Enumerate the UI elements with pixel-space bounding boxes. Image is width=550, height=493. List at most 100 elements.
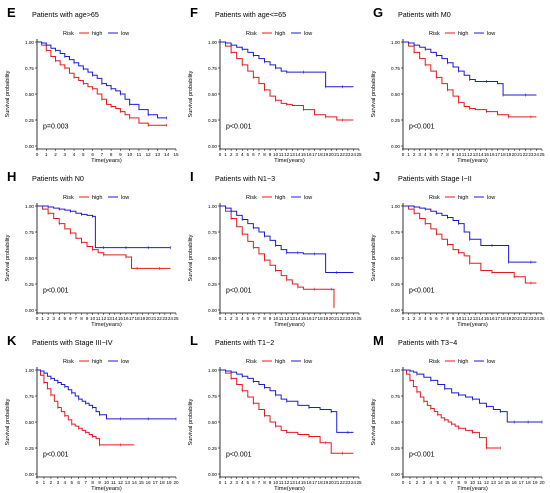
- x-tick-label: 7: [441, 316, 444, 321]
- x-tick-label: 21: [334, 316, 340, 321]
- p-value: p<0.001: [226, 287, 252, 294]
- x-tick-label: 9: [452, 316, 455, 321]
- x-tick-label: 1: [41, 316, 44, 321]
- x-tick-label: 17: [129, 316, 135, 321]
- x-tick-label: 19: [166, 480, 172, 485]
- x-tick-label: 10: [104, 480, 110, 485]
- legend-high-label: high: [458, 31, 468, 37]
- x-tick-label: 0: [219, 152, 222, 157]
- x-axis-label: Time(years): [274, 158, 305, 164]
- legend-low-label: low: [121, 31, 129, 37]
- legend-high-label: high: [275, 359, 285, 365]
- x-tick-label: 1: [407, 316, 410, 321]
- x-tick-label: 8: [91, 480, 94, 485]
- km-curve-low: [220, 205, 354, 274]
- x-tick-label: 2: [413, 152, 416, 157]
- x-tick-label: 4: [424, 152, 427, 157]
- x-tick-label: 4: [58, 316, 61, 321]
- x-tick-label: 12: [484, 480, 490, 485]
- x-tick-label: 6: [435, 316, 438, 321]
- y-tick-label: 0.75: [391, 394, 400, 399]
- y-tick-label: 0.50: [208, 420, 217, 425]
- x-tick-label: 25: [356, 316, 362, 321]
- x-axis-label: Time(years): [274, 322, 305, 328]
- x-tick-label: 10: [273, 316, 279, 321]
- x-tick-label: 22: [340, 316, 346, 321]
- x-tick-label: 14: [112, 316, 118, 321]
- x-tick-label: 8: [263, 316, 266, 321]
- panel-title: Patients with N1−3: [215, 174, 275, 183]
- x-tick-label: 19: [506, 152, 512, 157]
- y-tick-label: 0.50: [25, 420, 34, 425]
- x-tick-label: 22: [340, 152, 346, 157]
- x-tick-label: 16: [306, 480, 312, 485]
- y-tick-label: 1.00: [208, 204, 217, 209]
- panel-letter: I: [190, 169, 194, 184]
- legend: Risk high low: [63, 31, 129, 37]
- x-tick-label: 6: [443, 480, 446, 485]
- x-tick-label: 7: [258, 152, 261, 157]
- x-tick-label: 11: [462, 316, 467, 321]
- x-tick-label: 17: [519, 480, 525, 485]
- x-tick-label: 0: [219, 316, 222, 321]
- x-tick-label: 3: [418, 152, 421, 157]
- x-tick-label: 17: [495, 152, 501, 157]
- x-tick-label: 16: [489, 316, 495, 321]
- x-tick-label: 1: [224, 316, 227, 321]
- legend-low-label: low: [121, 195, 129, 201]
- x-tick-label: 9: [98, 480, 101, 485]
- y-tick-label: 0.00: [208, 144, 217, 149]
- x-tick-label: 4: [64, 480, 67, 485]
- panel-letter: L: [190, 333, 198, 348]
- panel-k: K Patients with Stage III−IV Risk high low 0.…: [5, 333, 179, 492]
- x-tick-label: 25: [173, 316, 179, 321]
- x-tick-label: 16: [512, 480, 518, 485]
- x-tick-label: 15: [301, 316, 307, 321]
- legend-title: Risk: [246, 31, 257, 37]
- legend-title: Risk: [246, 195, 257, 201]
- x-tick-label: 1: [407, 152, 410, 157]
- legend-high-label: high: [458, 195, 468, 201]
- x-tick-label: 7: [84, 480, 87, 485]
- y-tick-label: 0.00: [25, 144, 34, 149]
- x-tick-label: 17: [312, 152, 318, 157]
- x-tick-label: 2: [50, 480, 53, 485]
- x-tick-label: 5: [64, 316, 67, 321]
- x-tick-label: 2: [230, 480, 233, 485]
- x-tick-label: 2: [230, 316, 233, 321]
- y-tick-label: 0.75: [208, 66, 217, 71]
- x-tick-label: 5: [247, 316, 250, 321]
- legend: Risk high low: [429, 359, 495, 365]
- x-tick-label: 25: [539, 316, 545, 321]
- x-tick-label: 14: [498, 480, 504, 485]
- y-tick-label: 0.50: [391, 420, 400, 425]
- x-tick-label: 11: [111, 480, 116, 485]
- y-tick-label: 1.00: [391, 368, 400, 373]
- p-value: p<0.001: [409, 123, 435, 130]
- x-tick-label: 15: [505, 480, 511, 485]
- y-tick-label: 0.50: [391, 256, 400, 261]
- panel-h: H Patients with N0 Risk high low 0.00 0.25 0.50…: [5, 169, 179, 328]
- x-tick-label: 3: [235, 152, 238, 157]
- x-tick-label: 1: [409, 480, 412, 485]
- legend-low-label: low: [487, 195, 495, 201]
- y-tick-label: 0.00: [208, 308, 217, 313]
- x-tick-label: 13: [155, 152, 161, 157]
- x-tick-label: 11: [477, 480, 482, 485]
- y-tick-label: 0.25: [208, 446, 217, 451]
- x-tick-label: 21: [334, 480, 340, 485]
- panel-m: M Patients with T3−4 Risk high low 0.00 0.25 0.…: [371, 333, 545, 492]
- y-tick-label: 0.00: [25, 472, 34, 477]
- p-value: p=0.003: [43, 123, 69, 130]
- x-tick-label: 14: [478, 152, 484, 157]
- x-tick-label: 24: [168, 316, 174, 321]
- y-tick-label: 0.75: [208, 394, 217, 399]
- x-tick-label: 22: [157, 316, 163, 321]
- x-tick-label: 0: [402, 480, 405, 485]
- km-curve-low: [403, 41, 537, 96]
- x-tick-label: 8: [263, 480, 266, 485]
- km-curve-high: [220, 41, 354, 121]
- x-tick-label: 0: [36, 480, 39, 485]
- x-tick-label: 12: [284, 480, 290, 485]
